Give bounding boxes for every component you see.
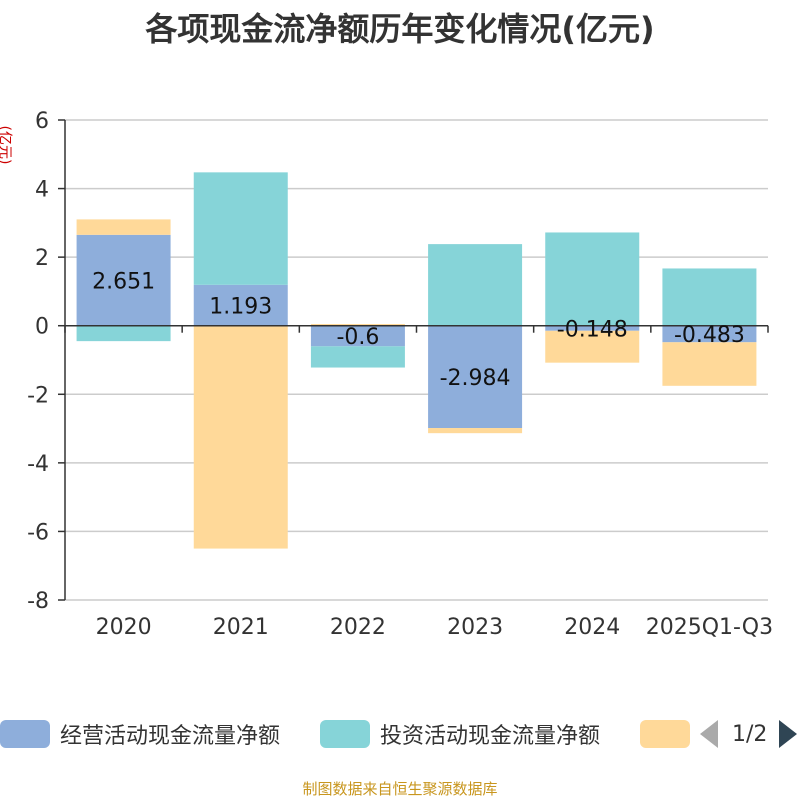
data-label-operating: -0.148	[557, 317, 628, 342]
bar-financing-2021	[193, 325, 288, 549]
bar-operating-2023	[428, 325, 523, 429]
prev-page-icon[interactable]	[700, 720, 718, 748]
data-label-operating: 1.193	[209, 294, 272, 319]
legend-item-financing[interactable]	[640, 715, 690, 753]
y-tick-label: -6	[27, 520, 49, 545]
bar-investing-2024	[545, 232, 640, 326]
y-tick-label: 4	[35, 178, 49, 203]
x-tick-label: 2020	[96, 615, 152, 640]
legend-item-investing[interactable]: 投资活动现金流量净额	[320, 715, 600, 753]
bar-operating-2025Q1-Q3	[662, 325, 757, 343]
bar-operating-2022	[310, 325, 405, 347]
y-tick-label: -4	[27, 452, 49, 477]
bar-investing-2022	[310, 346, 405, 368]
y-tick-label: 0	[35, 315, 49, 340]
legend-pager: 1/2	[700, 715, 798, 753]
x-tick-label: 2024	[564, 615, 620, 640]
bar-investing-2020	[76, 325, 171, 342]
x-tick-label: 2021	[213, 615, 269, 640]
y-tick-label: 6	[35, 109, 49, 134]
legend-label-operating: 经营活动现金流量净额	[60, 724, 281, 749]
legend-label-investing: 投资活动现金流量净额	[380, 724, 601, 749]
x-tick-label: 2022	[330, 615, 386, 640]
chart-area: 6 4 2 0 -2 -4 -6 -8 2020 2021 2022 2023 2024 2025Q1-Q…	[27, 109, 773, 640]
chart-title: 各项现金流净额历年变化情况(亿元)	[145, 10, 655, 48]
legend-swatch-financing	[640, 720, 690, 748]
bar-financing-2025Q1-Q3	[662, 342, 757, 386]
data-label-operating: -0.6	[336, 325, 379, 350]
data-label-operating: -0.483	[674, 323, 745, 348]
bar-operating-2024	[545, 325, 640, 331]
y-tick-label: -8	[27, 589, 49, 614]
legend-item-operating[interactable]: 经营活动现金流量净额	[0, 715, 280, 753]
bar-investing-2025Q1-Q3	[662, 268, 757, 326]
bar-operating-2020	[76, 234, 171, 326]
y-tick-label: 2	[35, 246, 49, 271]
legend-swatch-investing	[320, 720, 370, 748]
bar-investing-2021	[193, 172, 288, 285]
legend-page-indicator: 1/2	[732, 721, 768, 747]
legend-swatch-operating	[0, 720, 50, 748]
y-tick-label: -2	[27, 383, 49, 408]
data-label-operating: 2.651	[92, 269, 155, 294]
x-tick-label: 2025Q1-Q3	[646, 615, 773, 640]
bar-financing-2020	[76, 219, 171, 235]
bar-financing-2022	[310, 324, 405, 326]
bar-financing-2024	[545, 330, 640, 363]
bar-financing-2023	[428, 428, 523, 434]
data-source: 制图数据来自恒生聚源数据库	[302, 780, 498, 798]
bar-operating-2021	[193, 284, 288, 326]
data-label-operating: -2.984	[440, 366, 511, 391]
bar-investing-2023	[428, 244, 523, 326]
legend: 经营活动现金流量净额 投资活动现金流量净额 1/2	[0, 715, 800, 755]
next-page-icon[interactable]	[779, 720, 798, 748]
x-tick-label: 2023	[447, 615, 503, 640]
